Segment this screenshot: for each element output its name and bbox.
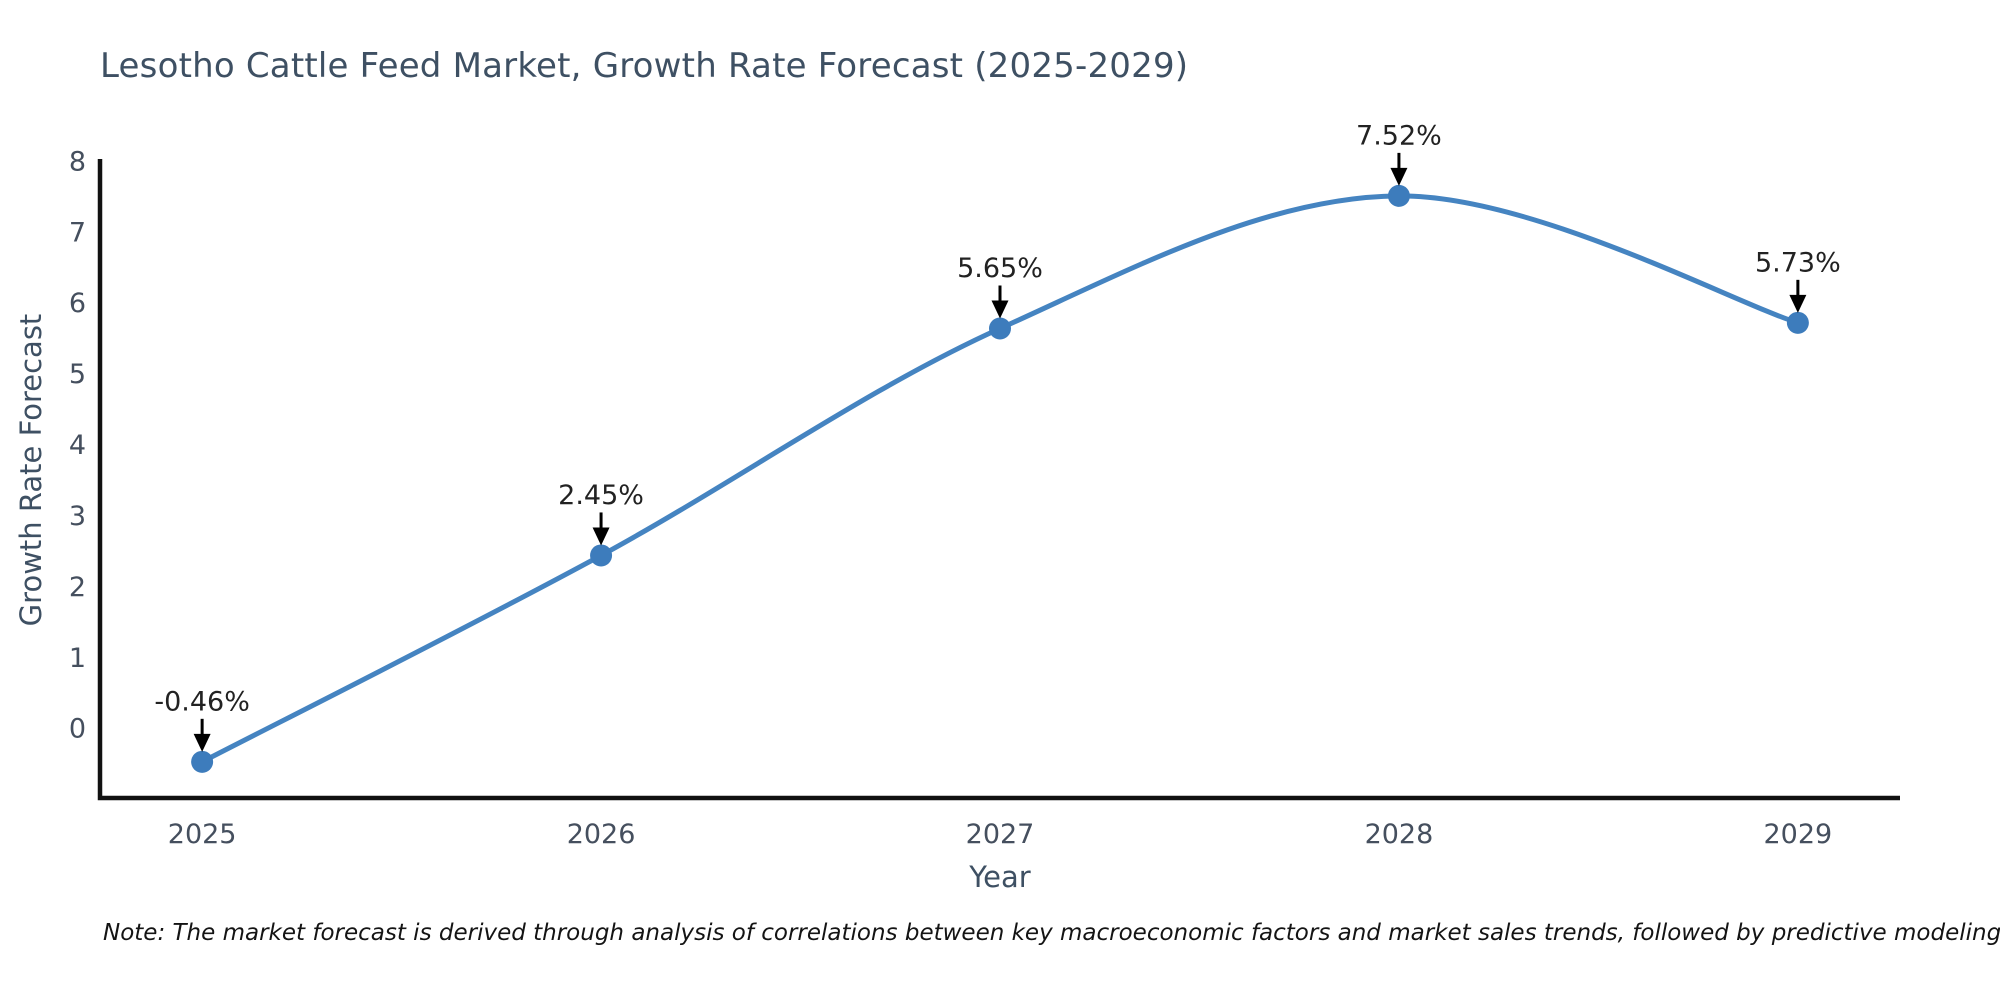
footnote: Note: The market forecast is derived thr… (103, 920, 2000, 946)
point-value-label: 7.52% (1356, 120, 1442, 151)
y-tick-label: 0 (69, 714, 86, 745)
data-point-2025[interactable] (191, 750, 214, 773)
data-point-2028[interactable] (1387, 184, 1410, 207)
axis-lines (97, 159, 1900, 801)
annotation-arrow-head (592, 527, 610, 546)
x-tick-label: 2025 (168, 819, 237, 850)
chart-title: Lesotho Cattle Feed Market, Growth Rate … (100, 46, 1189, 86)
x-tick-label: 2028 (1365, 819, 1434, 850)
y-tick-label: 4 (69, 430, 86, 461)
y-tick-label: 1 (69, 643, 86, 674)
data-point-2029[interactable] (1786, 311, 1809, 334)
y-axis-title: Growth Rate Forecast (14, 313, 48, 627)
x-tick-label: 2029 (1764, 819, 1833, 850)
annotation-arrow-head (1390, 167, 1408, 186)
point-value-label: 2.45% (558, 480, 644, 511)
annotation-arrow-head (991, 300, 1009, 319)
y-tick-label: 6 (69, 288, 86, 319)
x-tick-label: 2026 (567, 819, 636, 850)
y-tick-label: 8 (69, 146, 86, 177)
annotation-arrow-head (193, 733, 211, 752)
data-point-2027[interactable] (989, 317, 1011, 340)
data-point-2026[interactable] (590, 544, 613, 567)
x-tick-label: 2027 (966, 819, 1035, 850)
y-tick-label: 7 (69, 217, 86, 248)
y-tick-label: 2 (69, 572, 86, 603)
y-tick-label: 5 (69, 359, 86, 390)
point-value-label: 5.65% (957, 253, 1043, 284)
x-axis-title: Year (969, 860, 1031, 894)
y-tick-label: 3 (69, 501, 86, 532)
point-value-label: -0.46% (154, 686, 250, 717)
annotation-arrow-head (1789, 294, 1807, 313)
point-value-label: 5.73% (1755, 247, 1841, 278)
